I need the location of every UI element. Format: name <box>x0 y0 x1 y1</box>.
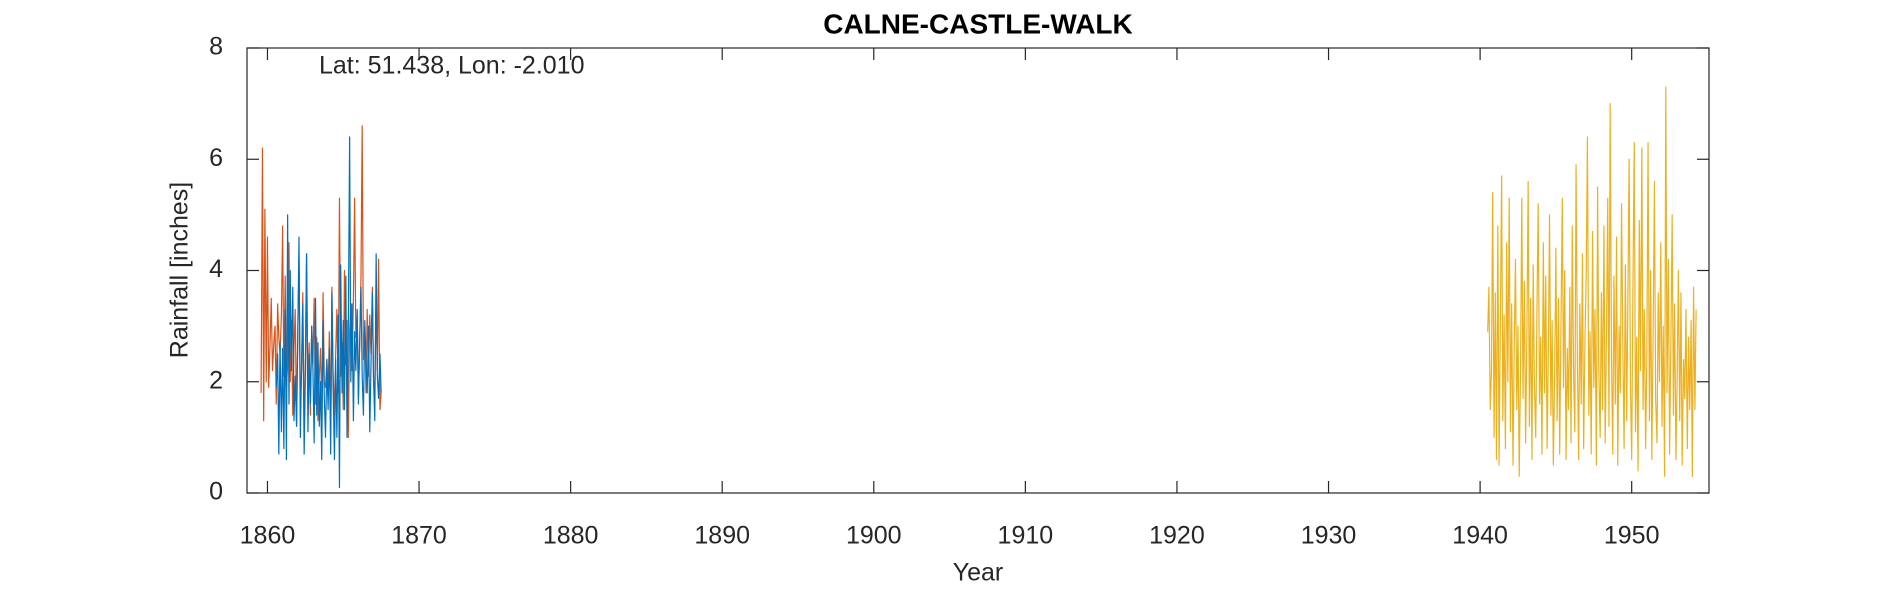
y-tick-label: 0 <box>209 478 223 506</box>
x-tick-label: 1860 <box>240 522 296 550</box>
y-tick-label: 4 <box>209 255 223 283</box>
x-tick-label: 1910 <box>998 522 1054 550</box>
chart-title: CALNE-CASTLE-WALK <box>823 8 1133 39</box>
y-tick-label: 6 <box>209 144 223 172</box>
x-tick-label: 1930 <box>1301 522 1357 550</box>
data-line <box>260 125 382 438</box>
x-tick-label: 1920 <box>1149 522 1205 550</box>
annotation: Lat: 51.438, Lon: -2.010 <box>319 52 585 80</box>
data-line <box>1487 86 1697 477</box>
x-tick-label: 1940 <box>1452 522 1508 550</box>
y-axis-label: Rainfall [inches] <box>166 182 194 358</box>
x-tick-label: 1880 <box>543 522 599 550</box>
x-tick-label: 1900 <box>846 522 902 550</box>
data-line <box>275 136 382 489</box>
y-tick-label: 2 <box>209 366 223 394</box>
x-tick-label: 1890 <box>694 522 750 550</box>
y-tick-label: 8 <box>209 33 223 61</box>
x-tick-label: 1950 <box>1604 522 1660 550</box>
x-tick-label: 1870 <box>391 522 447 550</box>
axes-box <box>246 47 1710 494</box>
x-axis-label: Year <box>953 559 1004 587</box>
